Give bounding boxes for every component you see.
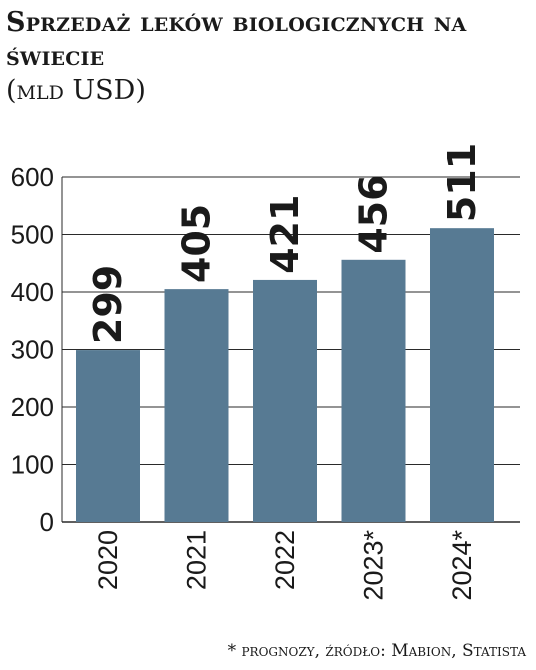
x-tick-label: 2020 <box>93 530 123 590</box>
y-tick-label: 500 <box>11 220 54 250</box>
bar-chart: 0 100 200 300 400 500 600 299 405 421 456 511 2020… <box>11 143 520 601</box>
bars <box>76 228 494 523</box>
bar <box>253 279 317 522</box>
data-label: 405 <box>175 204 219 283</box>
bar <box>430 228 494 523</box>
chart-subtitle: (mld USD) <box>6 75 146 106</box>
bar <box>341 259 406 522</box>
x-tick-label: 2023* <box>359 530 389 601</box>
bar <box>76 350 140 522</box>
bar <box>164 289 229 522</box>
y-tick-label: 600 <box>11 162 54 192</box>
y-tick-label: 300 <box>11 335 54 365</box>
x-tick-label: 2021 <box>182 530 212 590</box>
chart-title: Sprzedaż leków biologicznych na świecie <box>6 7 467 72</box>
x-tick-label: 2024* <box>447 530 477 601</box>
y-tick-label: 400 <box>11 277 54 307</box>
y-axis-ticks: 0 100 200 300 400 500 600 <box>11 162 54 537</box>
footnote: * prognozy, źródło: Mabion, Statista <box>227 641 526 661</box>
data-label: 299 <box>86 265 130 344</box>
x-tick-label: 2022 <box>270 530 300 590</box>
data-label: 511 <box>440 143 484 222</box>
y-tick-label: 0 <box>40 507 54 537</box>
y-tick-label: 100 <box>11 450 54 480</box>
y-tick-label: 200 <box>11 392 54 422</box>
data-labels: 299 405 421 456 511 <box>86 143 484 344</box>
data-label: 456 <box>352 174 396 253</box>
x-axis-ticks: 2020 2021 2022 2023* 2024* <box>93 530 477 601</box>
data-label: 421 <box>263 195 307 274</box>
